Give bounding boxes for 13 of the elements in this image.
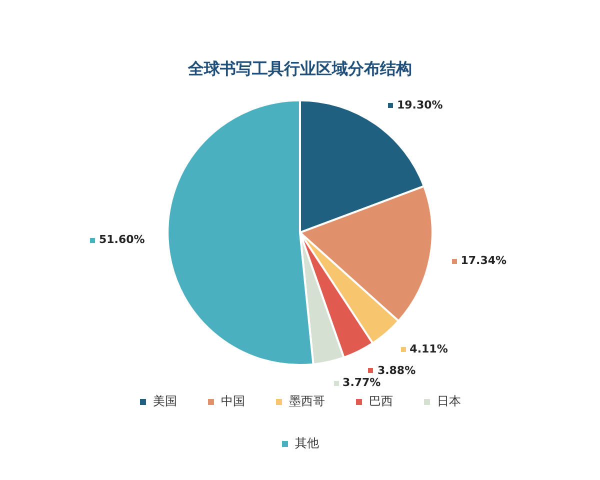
data-label: 3.88% (377, 364, 416, 377)
legend-label: 日本 (437, 394, 461, 408)
legend-label: 巴西 (369, 394, 393, 408)
chart-title: 全球书写工具行业区域分布结构 (187, 58, 412, 78)
data-label: 19.30% (396, 98, 443, 112)
legend-label: 中国 (221, 394, 245, 408)
data-label: 51.60% (98, 233, 145, 246)
legend-label: 美国 (153, 394, 177, 408)
data-label: 4.11% (410, 342, 448, 356)
legend-label: 其他 (295, 436, 319, 450)
data-label: 3.77% (342, 376, 381, 390)
data-label: 17.34% (460, 254, 507, 268)
legend-label: 墨西哥 (289, 394, 325, 408)
